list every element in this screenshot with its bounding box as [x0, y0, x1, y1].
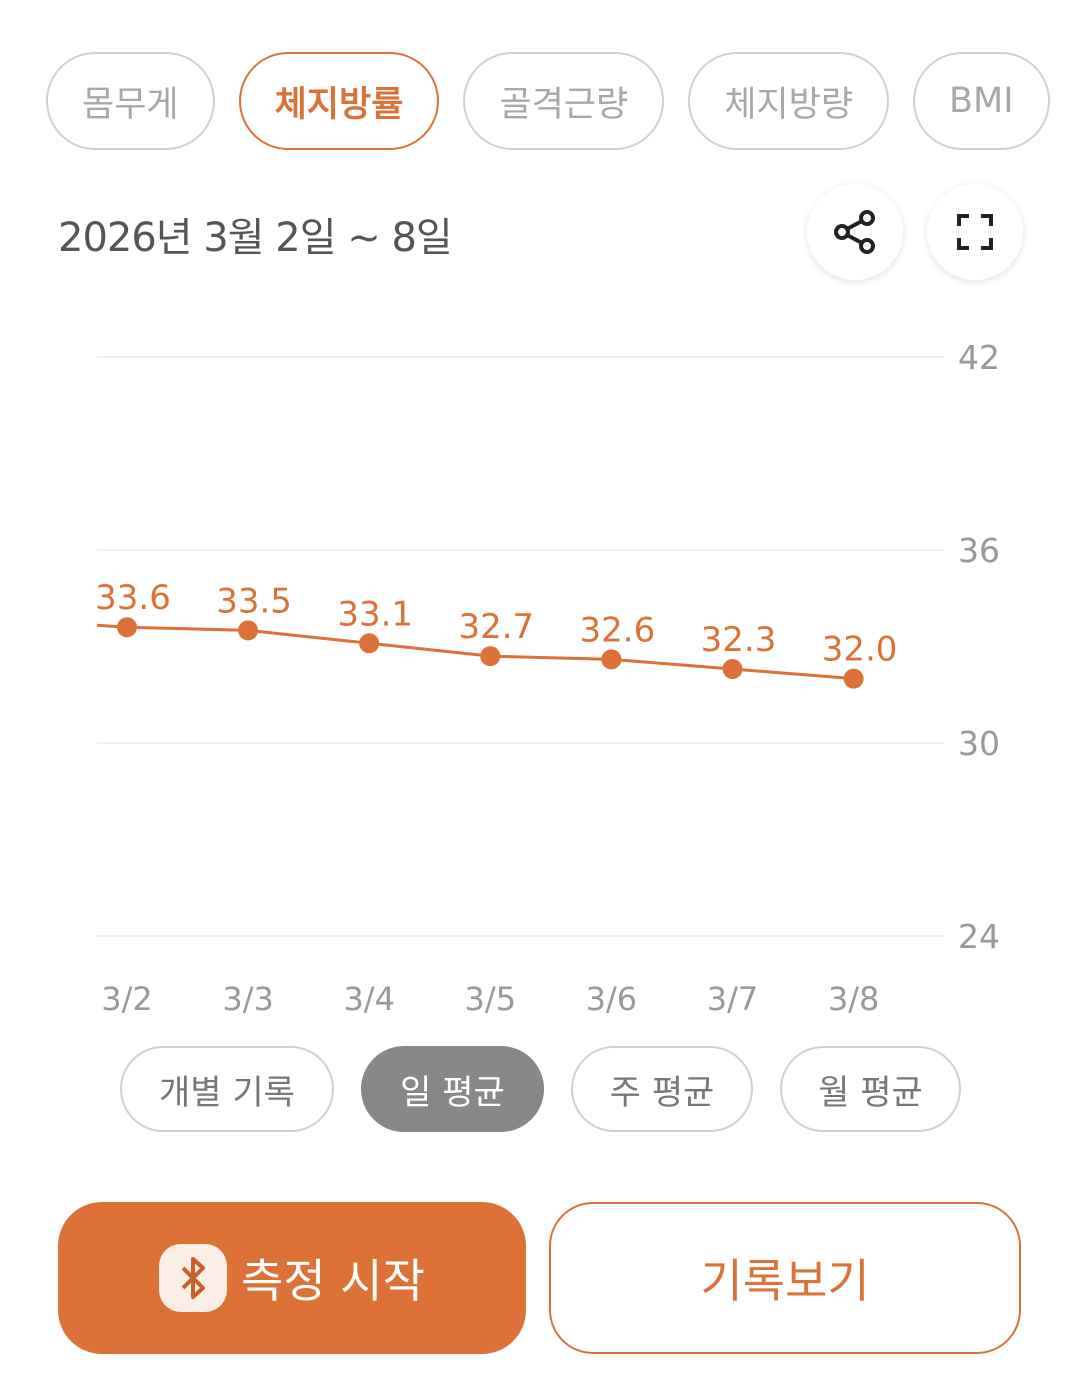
tab-body-fat-mass[interactable]: 체지방량 — [688, 52, 890, 150]
view-mode-selector: 개별 기록 일 평균 주 평균 월 평균 — [120, 1046, 961, 1132]
x-tick-label: 3/3 — [222, 980, 274, 1018]
data-label: 32.7 — [458, 607, 534, 647]
mode-monthly-average[interactable]: 월 평균 — [780, 1046, 961, 1132]
x-tick-label: 3/6 — [586, 980, 638, 1018]
date-range: 2026년 3월 2일 ~ 8일 — [58, 215, 453, 261]
data-label: 32.0 — [822, 630, 898, 670]
tab-weight[interactable]: 몸무게 — [46, 52, 215, 150]
data-point — [722, 659, 743, 680]
x-tick-label: 3/5 — [465, 980, 517, 1018]
data-point — [843, 668, 864, 689]
metric-tabs: 몸무게 체지방률 골격근량 체지방량 BMI — [46, 52, 1056, 150]
data-label: 33.1 — [337, 594, 413, 634]
x-tick-label: 3/8 — [828, 980, 880, 1018]
x-tick-label: 3/4 — [343, 980, 395, 1018]
series-line — [96, 623, 854, 681]
y-tick-label: 24 — [958, 917, 1000, 956]
y-tick-label: 30 — [958, 724, 1000, 763]
fullscreen-button[interactable] — [927, 184, 1023, 280]
data-point — [480, 646, 501, 667]
data-point — [601, 649, 622, 670]
mode-individual[interactable]: 개별 기록 — [120, 1046, 334, 1132]
data-label: 32.6 — [580, 610, 656, 650]
start-measurement-label: 측정 시작 — [241, 1254, 425, 1308]
x-tick-label: 3/7 — [707, 980, 759, 1018]
tab-bmi[interactable]: BMI — [913, 52, 1050, 150]
y-tick-label: 36 — [958, 531, 1000, 570]
mode-daily-average[interactable]: 일 평균 — [361, 1046, 544, 1132]
line-chart: 24 30 36 42 3/2 3/3 3/4 3/5 3/6 3/7 3/8 33.6 33.5 33.… — [95, 338, 1000, 1018]
data-point — [359, 633, 380, 654]
data-label: 33.5 — [216, 581, 292, 621]
mode-weekly-average[interactable]: 주 평균 — [571, 1046, 753, 1132]
share-icon — [834, 210, 875, 254]
start-measurement-button[interactable]: 측정 시작 — [58, 1202, 526, 1354]
data-point — [117, 617, 137, 638]
data-label: 32.3 — [701, 620, 777, 660]
tab-skeletal-muscle[interactable]: 골격근량 — [463, 52, 665, 150]
tab-body-fat-percent[interactable]: 체지방률 — [238, 52, 440, 150]
view-history-button[interactable]: 기록보기 — [549, 1202, 1021, 1354]
view-history-label: 기록보기 — [700, 1254, 870, 1308]
data-point — [238, 620, 259, 641]
share-button[interactable] — [807, 184, 903, 280]
data-label: 33.6 — [95, 578, 171, 618]
fullscreen-icon — [957, 214, 993, 250]
x-tick-label: 3/2 — [101, 980, 153, 1018]
bluetooth-icon — [159, 1244, 228, 1312]
y-tick-label: 42 — [958, 338, 1000, 377]
